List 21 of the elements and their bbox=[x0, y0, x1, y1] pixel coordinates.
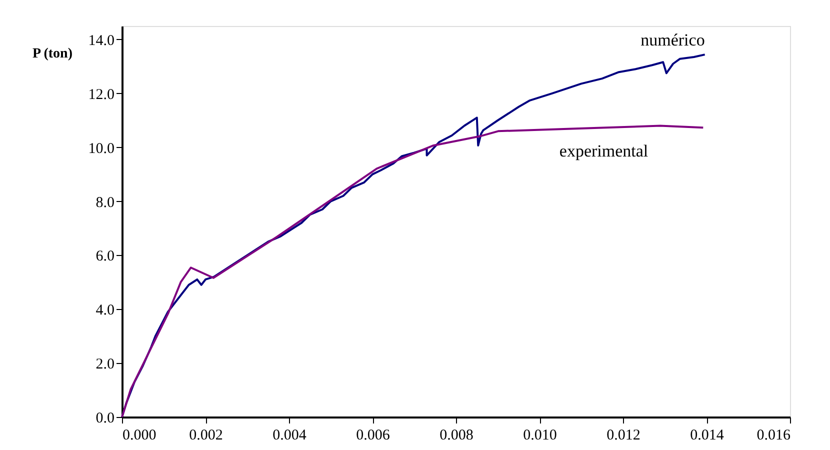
y-axis-title: P (ton) bbox=[32, 46, 73, 62]
y-tick-label: 4.0 bbox=[96, 302, 114, 319]
y-tick-label: 6.0 bbox=[96, 248, 114, 265]
y-tick-label: 8.0 bbox=[96, 194, 114, 211]
x-tick-label: 0.002 bbox=[189, 428, 223, 444]
x-tick-label: 0.014 bbox=[690, 428, 724, 444]
series-label: numérico bbox=[640, 30, 705, 50]
y-tick-label: 2.0 bbox=[96, 356, 114, 373]
line-series bbox=[121, 124, 704, 418]
y-tick-label: 10.0 bbox=[88, 140, 114, 157]
x-tick-label: 0.000 bbox=[122, 428, 156, 444]
x-tick-label: 0.004 bbox=[272, 428, 307, 444]
x-tick-label: 0.010 bbox=[523, 428, 557, 444]
y-tick-label: 12.0 bbox=[88, 86, 114, 103]
x-tick-label: 0.008 bbox=[440, 428, 474, 444]
x-tick-label: 0.006 bbox=[356, 428, 390, 444]
y-tick-label: 0.0 bbox=[96, 410, 114, 426]
x-tick-label: 0.012 bbox=[606, 428, 640, 444]
y-tick-label: 14.0 bbox=[88, 32, 114, 49]
x-tick-label: 0.016 bbox=[756, 428, 791, 444]
series-label: experimental bbox=[559, 142, 648, 161]
